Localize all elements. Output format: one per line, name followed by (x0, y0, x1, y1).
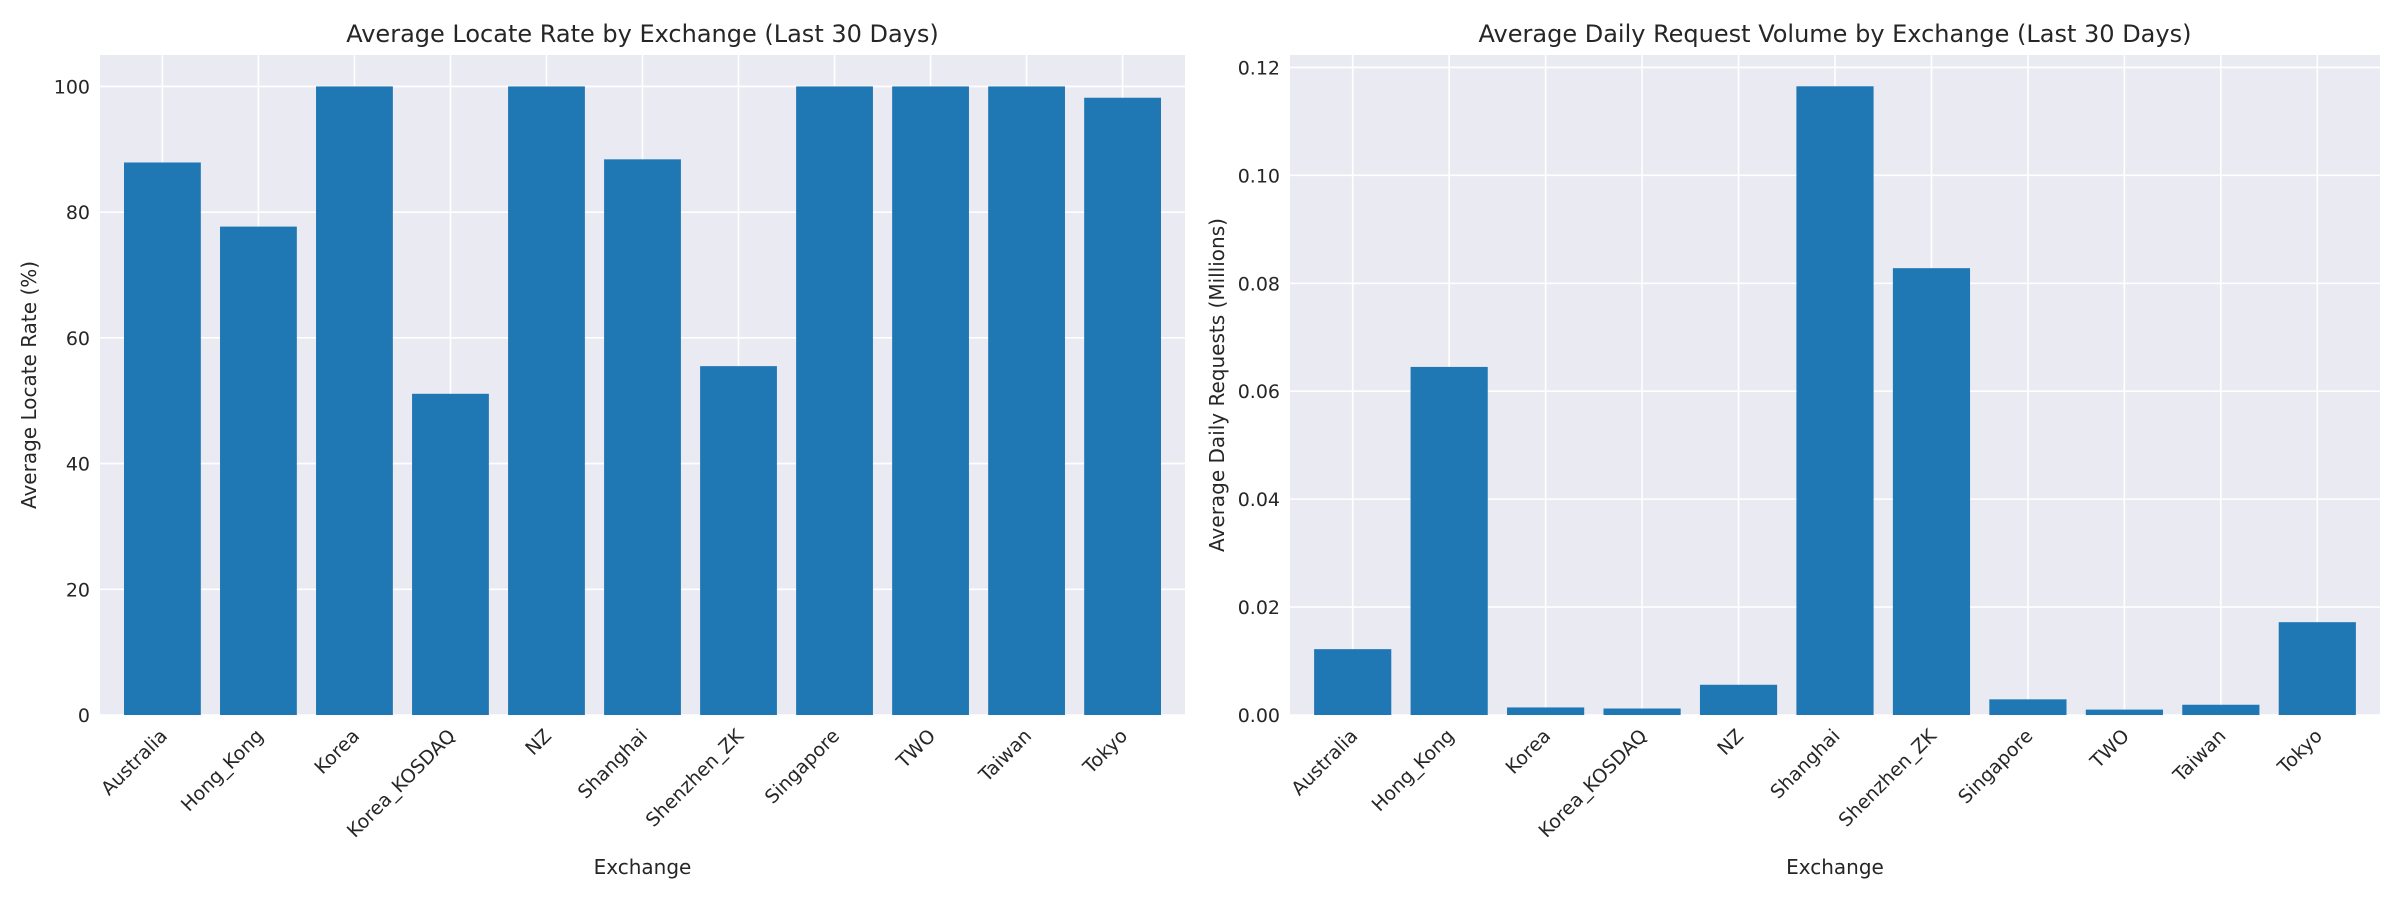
locate-rate-y-tick-label: 80 (66, 202, 90, 224)
request-volume-bars (1314, 86, 2356, 716)
request-volume-x-tick-label: Shanghai (1766, 725, 1844, 803)
locate-rate-y-tick-label: 100 (54, 76, 90, 98)
request-volume-bar-hong-kong (1410, 366, 1488, 715)
request-volume-bar-taiwan (2182, 704, 2260, 715)
request-volume-x-tick-label: TWO (2086, 725, 2134, 773)
request-volume-y-tick-label: 0.00 (1238, 705, 1280, 727)
locate-rate-x-axis-label: Exchange (594, 855, 692, 879)
locate-rate-bar-tokyo (1084, 97, 1161, 715)
request-volume-chart-title: Average Daily Request Volume by Exchange… (1479, 20, 2192, 48)
request-volume-bar-shenzhen-zk (1892, 268, 1971, 715)
request-volume-bar-tokyo (2278, 622, 2356, 715)
locate-rate-bar-taiwan (988, 86, 1065, 715)
locate-rate-bar-shenzhen-zk (700, 366, 777, 715)
locate-rate-y-tick-label: 0 (78, 705, 90, 727)
request-volume-bar-two (2085, 709, 2163, 715)
request-volume-bar-korea (1507, 707, 1585, 715)
request-volume-x-tick-label: Singapore (1954, 725, 2037, 808)
locate-rate-x-tick-label: Australia (97, 725, 172, 800)
request-volume-bar-singapore (1989, 699, 2067, 715)
request-volume-bar-korea-kosdaq (1603, 708, 1681, 715)
locate-rate-x-tick-label: Singapore (761, 725, 844, 808)
locate-rate-bar-singapore (796, 86, 873, 715)
locate-rate-bar-australia (124, 162, 201, 715)
locate-rate-x-tick-label: NZ (521, 725, 556, 760)
locate-rate-bar-nz (508, 86, 585, 715)
request-volume-bar-nz (1699, 684, 1778, 715)
request-volume-x-tick-label: NZ (1713, 725, 1748, 760)
locate-rate-y-tick-label: 40 (66, 454, 90, 476)
request-volume-x-axis-label: Exchange (1786, 855, 1884, 879)
request-volume-bar-shanghai (1796, 86, 1874, 716)
request-volume-x-tick-label: Australia (1287, 725, 1362, 800)
locate-rate-bar-korea (316, 86, 393, 715)
locate-rate-bar-shanghai (604, 159, 681, 716)
locate-rate-bar-korea-kosdaq (412, 393, 489, 715)
locate-rate-x-tick-label: Shenzhen_ZK (642, 725, 749, 832)
locate-rate-bars (124, 86, 1161, 716)
locate-rate-x-tick-label: Tokyo (1078, 725, 1132, 779)
request-volume-x-tick-label: Shenzhen_ZK (1835, 725, 1942, 832)
locate-rate-y-tick-label: 60 (66, 328, 90, 350)
locate-rate-x-tick-label: Korea (310, 725, 364, 779)
request-volume-y-tick-label: 0.08 (1238, 273, 1280, 295)
request-volume-y-tick-label: 0.02 (1238, 597, 1280, 619)
request-volume-x-tick-label: Tokyo (2273, 725, 2327, 779)
request-volume-x-tick-label: Korea (1502, 725, 1556, 779)
request-volume-x-tick-label: Taiwan (2168, 725, 2230, 787)
locate-rate-x-tick-label: Shanghai (574, 725, 652, 803)
locate-rate-bar-hong-kong (220, 226, 297, 715)
locate-rate-x-tick-label: Taiwan (974, 725, 1036, 787)
locate-rate-chart-title: Average Locate Rate by Exchange (Last 30… (346, 20, 939, 48)
request-volume-y-tick-label: 0.12 (1238, 57, 1280, 79)
request-volume-y-tick-label: 0.06 (1238, 381, 1280, 403)
locate-rate-x-tick-label: TWO (892, 725, 940, 773)
request-volume-bar-australia (1314, 649, 1392, 715)
locate-rate-y-tick-label: 20 (66, 579, 90, 601)
request-volume-y-tick-label: 0.10 (1238, 165, 1280, 187)
request-volume-y-tick-label: 0.04 (1238, 489, 1280, 511)
locate-rate-bar-two (892, 86, 969, 715)
locate-rate-x-tick-label: Hong_Kong (177, 725, 268, 816)
locate-rate-y-axis-label: Average Locate Rate (%) (17, 261, 41, 509)
request-volume-x-tick-label: Hong_Kong (1368, 725, 1459, 816)
request-volume-y-axis-label: Average Daily Requests (Millions) (1205, 218, 1229, 552)
request-volume-chart: 0.00 0.02 0.04 0.06 0.08 0.10 0.12 Australia Hon… (1205, 20, 2380, 879)
